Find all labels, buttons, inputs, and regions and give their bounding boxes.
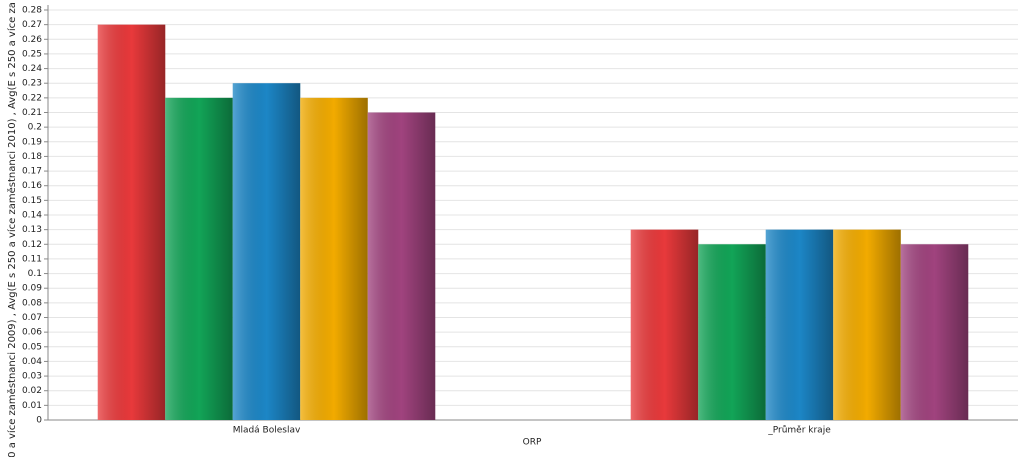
y-tick-label: 0.1 [28, 269, 42, 279]
y-tick-label: 0.09 [22, 284, 42, 294]
bar [698, 244, 766, 420]
y-tick-label: 0.04 [22, 357, 42, 367]
bar [900, 244, 969, 420]
y-tick-label: 0.21 [22, 108, 42, 118]
y-tick-label: 0.07 [22, 313, 42, 323]
bar [232, 83, 301, 420]
bar [630, 229, 699, 420]
y-tick-label: 0 [36, 416, 42, 426]
y-tick-label: 0.03 [22, 372, 42, 382]
x-axis-title: ORP [523, 438, 542, 448]
y-tick-label: 0.18 [22, 152, 42, 162]
bar [97, 24, 166, 421]
y-tick-label: 0.06 [22, 328, 42, 338]
bar [765, 229, 834, 420]
bar [833, 229, 901, 420]
y-tick-label: 0.12 [22, 240, 42, 250]
y-tick-label: 0.28 [22, 6, 42, 16]
y-tick-label: 0.16 [22, 181, 42, 191]
y-tick-label: 0.24 [22, 64, 42, 74]
y-axis-title: 0 a více zaměstnanci 2009) , Avg(E s 250… [6, 2, 18, 457]
y-tick-label: 0.26 [22, 35, 42, 45]
y-tick-label: 0.02 [22, 386, 42, 396]
y-tick-label: 0.11 [22, 254, 42, 264]
y-tick-label: 0.13 [22, 225, 42, 235]
x-tick-label: Mladá Boleslav [233, 426, 301, 436]
y-tick-label: 0.14 [22, 211, 42, 221]
y-tick-label: 0.23 [22, 79, 42, 89]
y-tick-label: 0.22 [22, 93, 42, 103]
bar [300, 97, 368, 420]
bar [165, 97, 233, 420]
y-tick-label: 0.19 [22, 137, 42, 147]
y-tick-label: 0.25 [22, 49, 42, 59]
bar [367, 112, 436, 420]
x-tick-label: _Průměr kraje [767, 425, 831, 436]
y-tick-label: 0.01 [22, 401, 42, 411]
y-tick-label: 0.15 [22, 196, 42, 206]
y-tick-label: 0.17 [22, 167, 42, 177]
y-tick-label: 0.2 [28, 123, 42, 133]
y-tick-label: 0.27 [22, 20, 42, 30]
y-tick-label: 0.05 [22, 342, 42, 352]
y-tick-label: 0.08 [22, 298, 42, 308]
